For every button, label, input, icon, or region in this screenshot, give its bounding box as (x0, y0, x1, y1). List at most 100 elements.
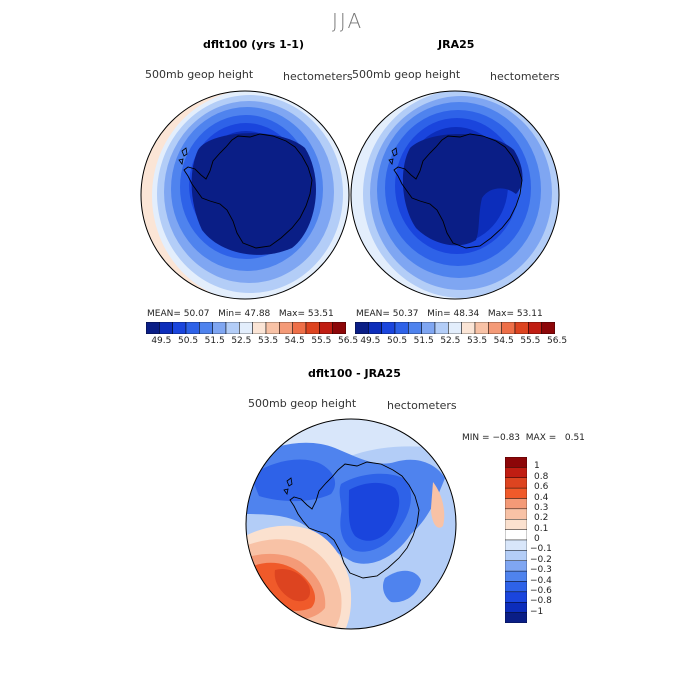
panel-1-colorbar-swatch (292, 322, 307, 334)
panel-3-max-value: 0.51 (564, 433, 585, 443)
panel-1-max-label: Max= (278, 309, 306, 319)
panel-3-title: dflt100 - JRA25 (308, 367, 401, 380)
panel-2-max-label: Max= (487, 309, 515, 319)
panel-2-colorbar (355, 322, 555, 334)
panel-3-colorbar-tick-label: −1 (530, 606, 544, 617)
panel-1-colorbar-tick-label: 54.5 (284, 336, 305, 346)
panel-2-colorbar-tick-label: 56.5 (547, 336, 568, 346)
panel-2-colorbar-swatch (381, 322, 396, 334)
panel-3-coastline (289, 461, 420, 579)
panel-1-colorbar-swatch (146, 322, 160, 334)
panel-3-colorbar (505, 457, 527, 623)
panel-2-colorbar-swatch (421, 322, 436, 334)
panel-2-min-label: Min= (427, 309, 451, 319)
panel-3-colorbar-tick-label: 0 (534, 534, 540, 544)
panel-3-colorbar-tick-label: −0.2 (530, 554, 552, 565)
panel-1-colorbar-tick-label: 55.5 (311, 336, 332, 346)
panel-2-colorbar-swatch (488, 322, 502, 334)
panel-2-colorbar-swatch (474, 322, 489, 334)
panel-3-colorbar-tick-label: −0.3 (530, 565, 552, 576)
panel-1-mean-label: MEAN= (147, 309, 181, 319)
panel-2-variable: 500mb geop height (352, 68, 461, 81)
panel-3-colorbar-tick-label: −0.8 (530, 596, 552, 607)
panel-3-colorbar-tick-label: 0.8 (534, 471, 549, 482)
panel-1-core (191, 133, 317, 255)
panel-1-colorbar-swatch (279, 322, 293, 334)
panel-2-units: hectometers (490, 70, 560, 83)
panel-3-colorbar-tick-label: 0.4 (534, 492, 549, 503)
panel-3-neg-min (348, 482, 400, 541)
panel-1-colorbar-tick-label: 56.5 (338, 336, 359, 346)
panel-2-colorbar-swatch (355, 322, 369, 334)
panel-3-colorbar-swatch (505, 612, 527, 623)
panel-2-stats: MEAN= 50.37 Min= 48.34 Max= 53.11 (356, 309, 543, 319)
panel-1-mean-value: 50.07 (183, 309, 210, 319)
panel-2-mean-value: 50.37 (392, 309, 419, 319)
panel-3-colorbar-swatch (505, 487, 527, 499)
panel-3-colorbar-ticks: 1 0.8 0.6 0.4 0.3 0.2 0.1 0 −0.1 −0.2 −0.3 −0.4 −0.6… (530, 457, 570, 623)
panel-2-min-value: 48.34 (453, 309, 480, 319)
panel-1-variable: 500mb geop height (145, 68, 254, 81)
panel-3-colorbar-swatch (505, 581, 527, 593)
panel-2-colorbar-swatch (501, 322, 516, 334)
panel-3-islands (283, 477, 293, 495)
panel-1-colorbar-swatch (239, 322, 253, 334)
panel-2-colorbar-swatch (461, 322, 476, 334)
panel-2-colorbar-swatch (528, 322, 542, 334)
panel-3-pos-max (274, 568, 311, 602)
panel-3-colorbar-swatch (505, 591, 527, 603)
panel-2-colorbar-tick-label: 49.5 (360, 336, 381, 346)
panel-1-colorbar-tick-label: 52.5 (231, 336, 252, 346)
panel-3-colorbar-swatch (505, 467, 527, 478)
panel-1-colorbar-swatch (159, 322, 173, 334)
panel-2-colorbar-tick-label: 53.5 (467, 336, 488, 346)
panel-2-colorbar-ticks: 49.5 50.5 51.5 52.5 53.5 54.5 55.5 56.5 (355, 336, 567, 348)
panel-2-colorbar-tick-label: 52.5 (440, 336, 461, 346)
panel-2-colorbar-swatch (368, 322, 382, 334)
panel-2-colorbar-tick-label: 51.5 (413, 336, 434, 346)
panel-2-max-value: 53.11 (516, 309, 543, 319)
panel-1-colorbar-swatch (332, 322, 346, 334)
panel-2-colorbar-swatch (434, 322, 449, 334)
panel-2-colorbar-swatch (394, 322, 409, 334)
panel-3-neg-south (383, 570, 421, 603)
panel-1-stats: MEAN= 50.07 Min= 47.88 Max= 53.51 (147, 309, 334, 319)
panel-3-colorbar-tick-label: −0.6 (530, 585, 552, 596)
panel-3-min-label: MIN = (462, 433, 490, 443)
panel-1-colorbar-tick-label: 49.5 (151, 336, 172, 346)
panel-3-neg-west (251, 459, 336, 502)
panel-1-colorbar-swatch (172, 322, 187, 334)
panel-2-colorbar-swatch (514, 322, 529, 334)
panel-2-islands (388, 147, 398, 165)
panel-2-title: JRA25 (438, 38, 475, 51)
panel-2-colorbar-tick-label: 55.5 (520, 336, 541, 346)
panel-2-colorbar-tick-label: 50.5 (387, 336, 408, 346)
panel-3-colorbar-tick-label: 1 (534, 461, 540, 472)
panel-2-colorbar-tick-label: 54.5 (493, 336, 514, 346)
panel-3-colorbar-swatch (505, 498, 527, 510)
panel-3-pos-east (431, 482, 445, 528)
panel-2-core (402, 134, 523, 246)
panel-2-map-border (350, 90, 560, 300)
panel-1-colorbar-swatch (185, 322, 200, 334)
panel-3-colorbar-tick-label: −0.4 (530, 575, 552, 586)
panel-2-coastline (393, 133, 523, 249)
panel-3-colorbar-swatch (505, 477, 527, 489)
panel-2-map (350, 90, 560, 300)
panel-3-map-border (245, 418, 457, 630)
panel-1-colorbar-swatch (199, 322, 213, 334)
panel-3-colorbar-swatch (505, 550, 527, 561)
panel-2-colorbar-swatch (541, 322, 555, 334)
panel-1-colorbar-swatch (225, 322, 240, 334)
panel-1-map (140, 90, 350, 300)
panel-3-stats: MIN = −0.83 MAX = 0.51 (462, 433, 585, 443)
panel-3-colorbar-tick-label: 0.2 (534, 513, 549, 524)
panel-3-colorbar-tick-label: 0.1 (534, 523, 549, 534)
panel-3-max-label: MAX = (525, 433, 557, 443)
panel-1-colorbar-tick-label: 51.5 (204, 336, 225, 346)
panel-3-min-value: −0.83 (492, 433, 521, 443)
panel-3-colorbar-swatch (505, 508, 527, 520)
panel-1-colorbar-swatch (319, 322, 333, 334)
panel-3-colorbar-tick-label: 0.3 (534, 502, 549, 513)
